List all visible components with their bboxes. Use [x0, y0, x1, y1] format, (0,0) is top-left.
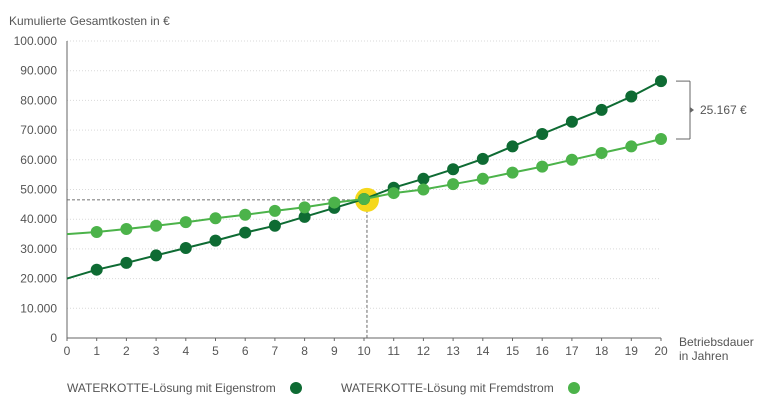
x-tick-label: 12: [417, 344, 431, 358]
y-tick-label: 50.000: [20, 183, 57, 197]
grid-lines: [67, 40, 661, 309]
data-point-series-2: [209, 212, 222, 225]
data-point-series-1: [655, 75, 667, 88]
x-axis-title-line-2: in Jahren: [679, 349, 728, 363]
data-point-series-2: [387, 187, 400, 200]
data-point-series-2: [358, 193, 370, 206]
x-tick-label: 19: [625, 344, 639, 358]
y-tick-label: 90.000: [20, 64, 57, 78]
data-point-series-2: [655, 133, 667, 146]
legend-label-eigenstrom: WATERKOTTE-Lösung mit Eigenstrom: [67, 381, 276, 395]
legend-item-fremdstrom: WATERKOTTE-Lösung mit Fremdstrom: [341, 380, 580, 396]
y-tick-label: 70.000: [20, 123, 57, 137]
data-point-series-2: [625, 140, 638, 153]
data-point-series-2: [268, 204, 281, 217]
x-tick-label: 9: [331, 344, 338, 358]
data-point-series-2: [239, 208, 252, 221]
y-tick-label: 100.000: [14, 34, 58, 48]
series: [66, 75, 667, 280]
legend-swatch-fremdstrom: [567, 382, 580, 394]
y-tick-label: 30.000: [20, 242, 57, 256]
x-tick-label: 5: [212, 344, 219, 358]
x-tick-label: 14: [476, 344, 490, 358]
data-point-series-1: [179, 242, 192, 255]
data-point-series-1: [565, 115, 578, 128]
y-tick-label: 60.000: [20, 153, 57, 167]
data-point-series-2: [120, 223, 133, 236]
data-point-series-1: [476, 152, 489, 165]
x-tick-label: 13: [446, 344, 460, 358]
data-point-series-2: [328, 196, 341, 209]
data-point-series-2: [417, 183, 430, 196]
data-point-series-2: [476, 172, 489, 185]
bracket-pointer-icon: [690, 107, 694, 114]
y-tick-label: 0: [50, 331, 57, 345]
data-point-series-1: [506, 140, 519, 153]
data-point-series-1: [595, 103, 608, 116]
x-tick-label: 17: [565, 344, 579, 358]
y-tick-label: 80.000: [20, 93, 57, 107]
legend-swatch-eigenstrom: [289, 382, 302, 394]
x-tick-label: 8: [301, 344, 308, 358]
data-point-series-2: [536, 160, 549, 173]
x-tick-label: 16: [536, 344, 550, 358]
y-tick-label: 20.000: [20, 272, 57, 286]
y-tick-label: 40.000: [20, 212, 57, 226]
x-tick-label: 6: [242, 344, 249, 358]
legend-label-fremdstrom: WATERKOTTE-Lösung mit Fremdstrom: [341, 381, 554, 395]
difference-label: 25.167 €: [700, 103, 747, 117]
x-tick-label: 11: [387, 344, 400, 358]
data-point-series-2: [447, 178, 460, 191]
data-point-series-2: [90, 225, 103, 238]
data-point-series-1: [625, 90, 638, 103]
data-point-series-1: [239, 226, 252, 239]
x-tick-label: 7: [272, 344, 279, 358]
data-point-series-2: [179, 216, 192, 229]
data-point-series-2: [150, 219, 163, 232]
y-tick-label: 10.000: [20, 301, 57, 315]
x-tick-label: 18: [595, 344, 609, 358]
data-point-series-1: [90, 263, 103, 276]
x-tick-label: 3: [153, 344, 160, 358]
data-point-series-1: [417, 172, 430, 185]
x-tick-label: 2: [123, 344, 130, 358]
data-point-series-1: [120, 256, 133, 269]
difference-annotation: 25.167 €: [676, 80, 747, 140]
x-tick-label: 1: [93, 344, 100, 358]
data-point-series-1: [150, 249, 163, 262]
x-tick-label: 4: [182, 344, 189, 358]
x-tick-label: 20: [654, 344, 668, 358]
data-point-series-2: [565, 153, 578, 166]
x-tick-label: 15: [506, 344, 520, 358]
y-axis-title: Kumulierte Gesamtkosten in €: [9, 14, 170, 28]
data-point-series-2: [298, 201, 311, 214]
data-point-series-2: [595, 146, 608, 159]
data-point-series-1: [268, 219, 281, 232]
data-point-series-1: [536, 127, 549, 140]
legend-item-eigenstrom: WATERKOTTE-Lösung mit Eigenstrom: [67, 380, 302, 396]
axes: 0 10.000 20.000 30.000 40.000 50.000 60.000 70.…: [14, 34, 668, 358]
x-axis-title-line-1: Betriebsdauer: [679, 335, 754, 349]
data-point-series-1: [209, 234, 222, 247]
data-point-series-2: [506, 166, 519, 179]
x-tick-label: 0: [64, 344, 71, 358]
x-tick-label: 10: [357, 344, 371, 358]
data-point-series-1: [447, 163, 460, 176]
data-point-series-1: [298, 210, 311, 223]
